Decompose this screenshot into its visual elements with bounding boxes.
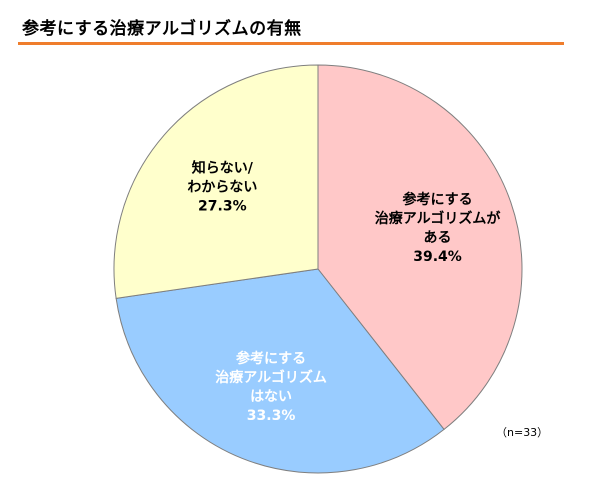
pie-slice-2 — [113, 64, 319, 299]
pie-slice-value-1: 33.3% — [247, 408, 296, 424]
chart-title: 参考にする治療アルゴリズムの有無 — [22, 19, 302, 39]
title-underline — [18, 42, 564, 45]
pie-slice-label-line: 治療アルゴリズム — [215, 369, 327, 386]
pie-slice-label-2: 知らない/わからない 27.3% — [187, 159, 257, 214]
pie-slice-0 — [317, 64, 523, 431]
pie-slice-label-1: 参考にする治療アルゴリズムはない 33.3% — [215, 350, 327, 424]
sample-size-note: （n=33） — [496, 426, 549, 439]
pie-slice-label-line: 知らない/ — [192, 159, 254, 176]
pie-slice-value-2: 27.3% — [198, 198, 247, 214]
pie-slice-1 — [115, 268, 445, 474]
pie-slice-label-line: わからない — [187, 179, 257, 195]
pie-slice-label-0: 参考にする治療アルゴリズムがある 39.4% — [375, 191, 502, 265]
pie-slice-value-0: 39.4% — [413, 249, 462, 265]
pie-slice-label-line: 参考にする — [236, 350, 306, 367]
pie-slice-label-line: はない — [250, 389, 292, 405]
pie-slice-label-line: 参考にする — [402, 191, 472, 208]
pie-slice-label-line: ある — [424, 230, 452, 246]
pie-slice-label-line: 治療アルゴリズムが — [375, 210, 502, 227]
